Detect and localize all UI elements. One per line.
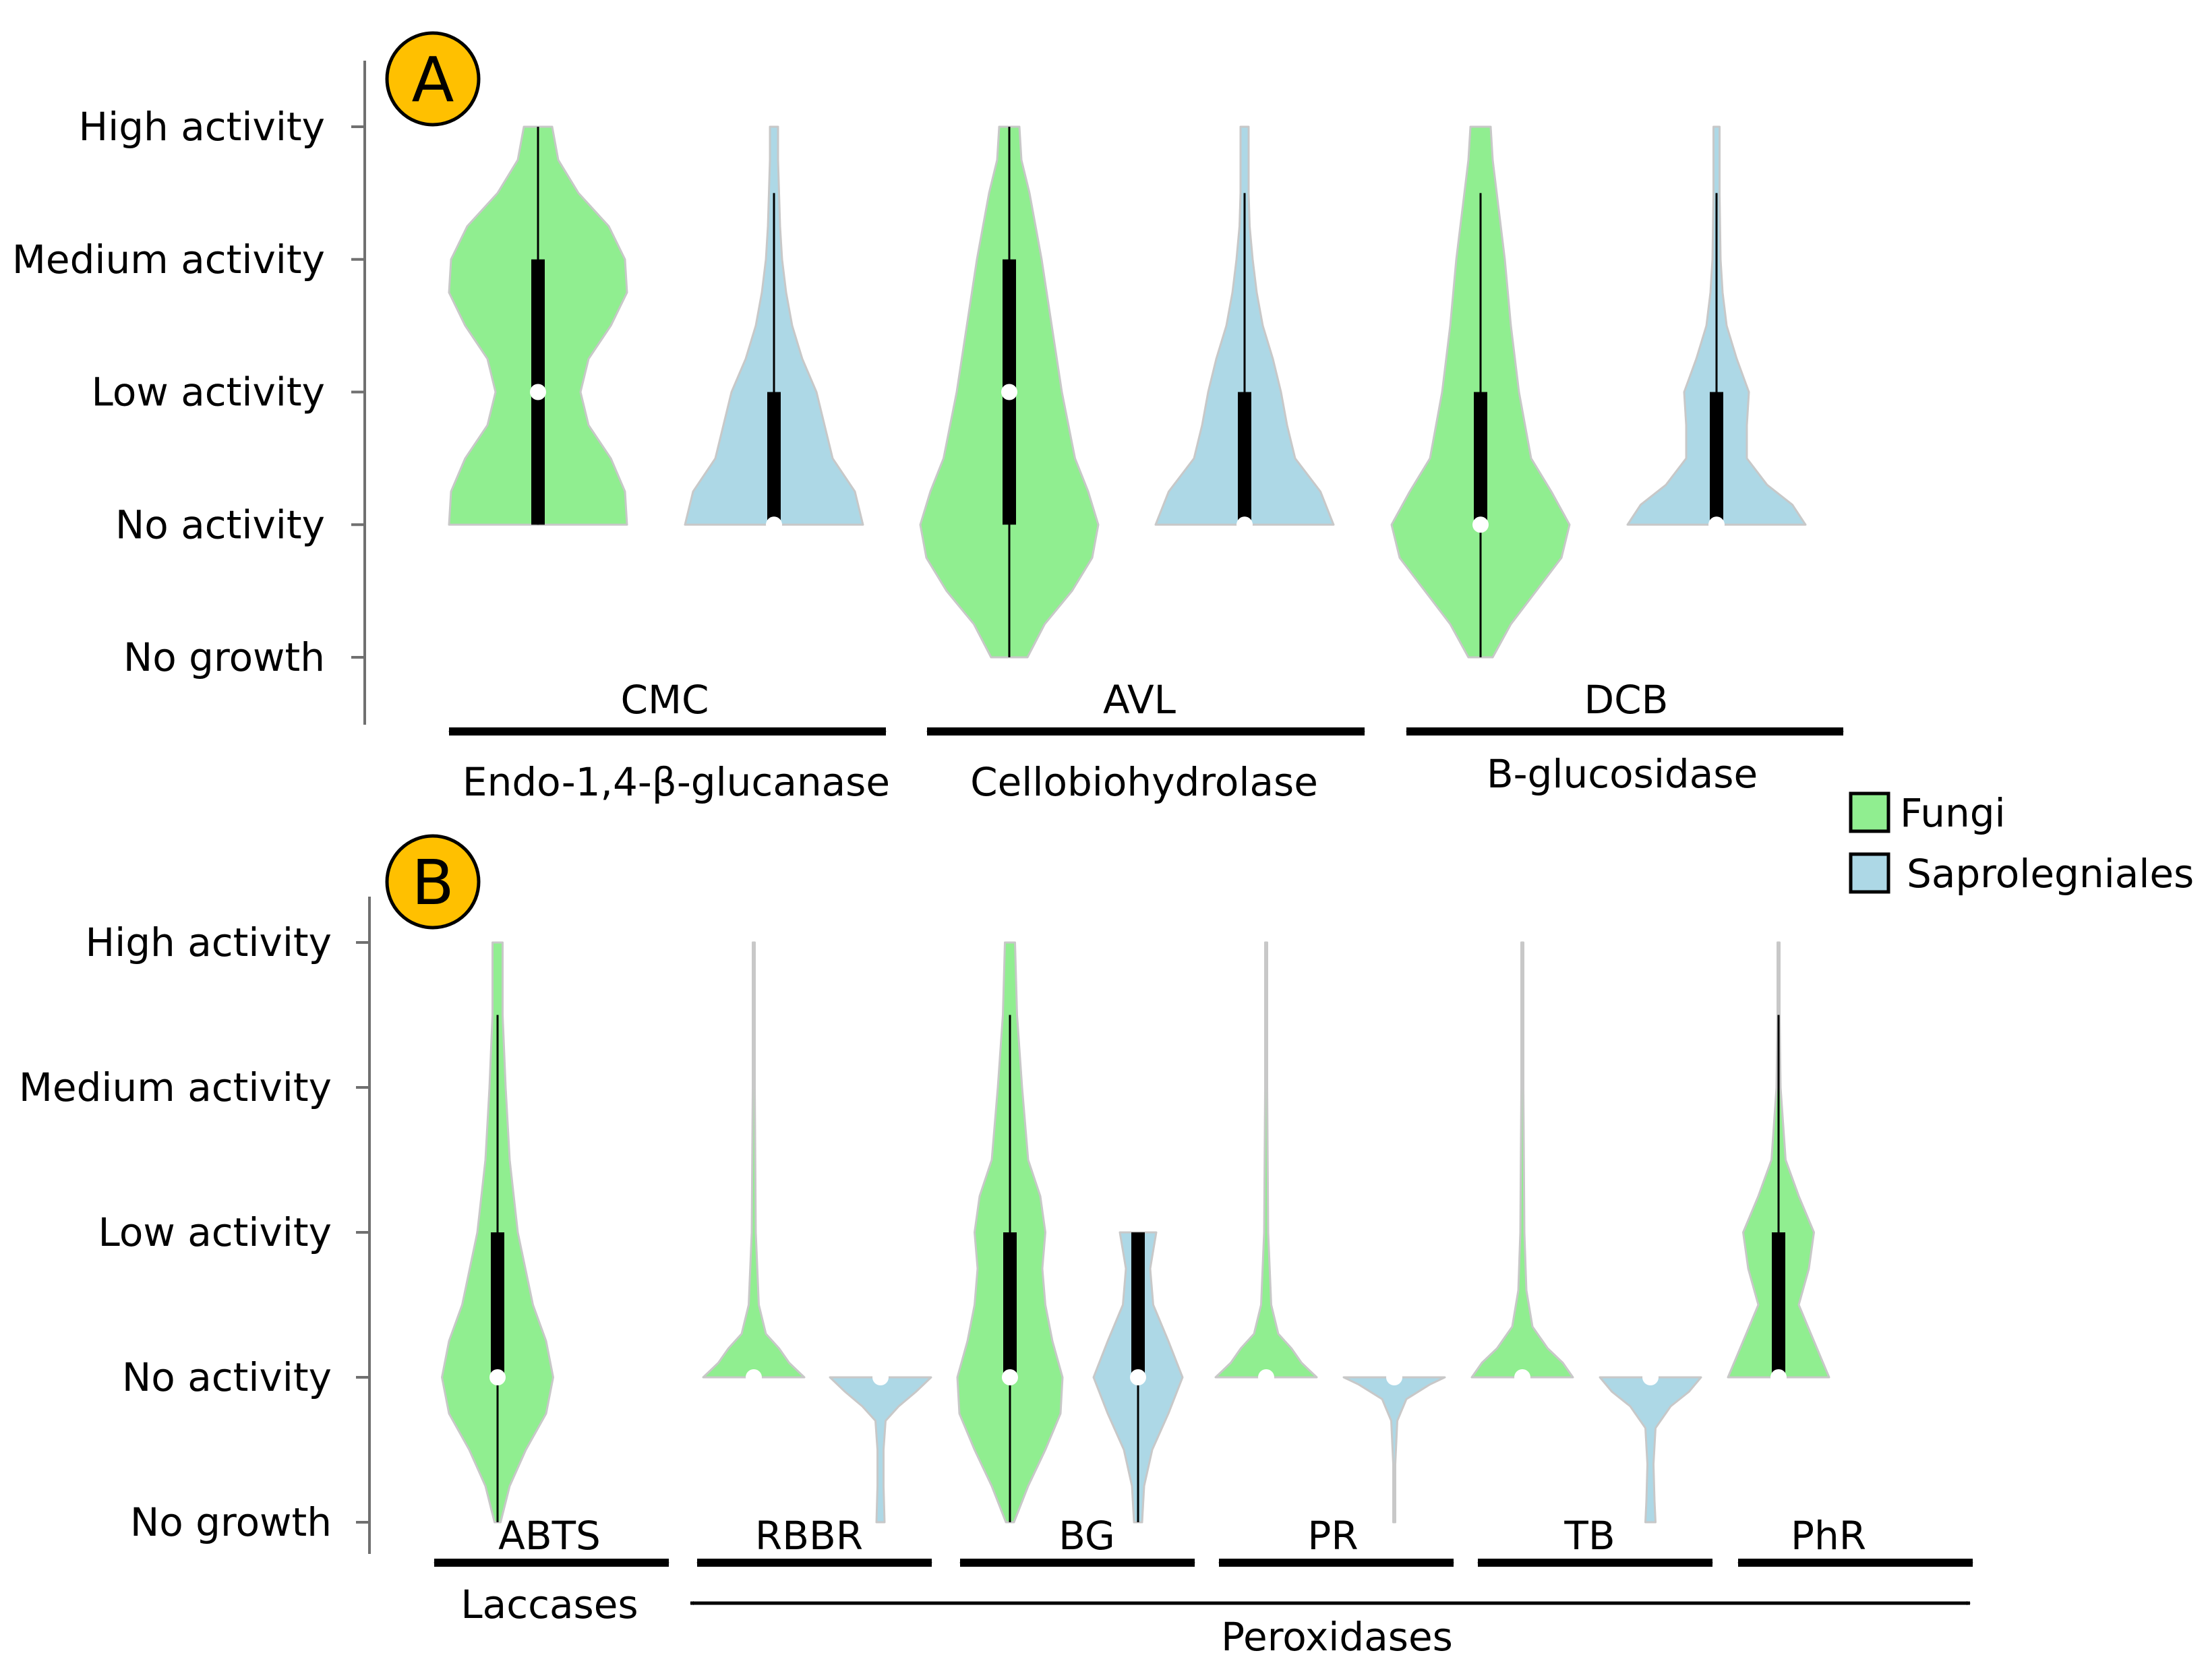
panel-a-tick-label: Medium activity <box>12 237 325 282</box>
panel-a-letter: A <box>412 44 454 116</box>
substrate-label-dcb: DCB <box>1584 677 1669 723</box>
violin-avl-fungi <box>919 125 1100 659</box>
panel-a-tick-label: Low activity <box>92 369 325 415</box>
panel-b-arrows <box>434 1559 1973 1605</box>
violin-tb-saprolegniales <box>1599 1369 1702 1524</box>
violin-median-dot <box>1642 1369 1659 1385</box>
violin-median-dot <box>1130 1369 1146 1385</box>
violin-iqr-box <box>1772 1232 1785 1377</box>
violin-median-dot <box>1708 516 1725 533</box>
violin-body <box>1214 941 1318 1379</box>
violin-median-dot <box>1258 1369 1274 1385</box>
violin-tb-fungi <box>1470 941 1574 1385</box>
violin-median-dot <box>1514 1369 1530 1385</box>
violin-iqr-box <box>1710 392 1723 525</box>
violin-median-dot <box>1236 516 1253 533</box>
violin-pr-fungi <box>1214 941 1318 1385</box>
violin-avl-saprolegniales <box>1154 125 1335 533</box>
substrate-label-cmc: CMC <box>620 677 709 723</box>
violin-body <box>1470 941 1574 1379</box>
legend-swatch-fungi <box>1849 791 1890 833</box>
violin-median-dot <box>1472 516 1489 533</box>
panel-b: B No growth No activity Low activity Med… <box>19 834 1973 1660</box>
legend-label-fungi: Fungi <box>1900 790 2006 836</box>
violin-body <box>829 1376 932 1524</box>
substrate-label-bg: BG <box>1059 1513 1115 1559</box>
enzyme-label-endo-glucanase: Endo-1,4-β-glucanase <box>463 759 890 805</box>
panel-a-tick-label: No activity <box>115 502 325 547</box>
panel-b-y-ticks <box>356 941 369 1524</box>
violin-median-dot <box>872 1369 889 1385</box>
panel-b-tick-label: No growth <box>130 1499 332 1545</box>
panel-a-tick-label: No growth <box>123 634 325 680</box>
violin-bg-saprolegniales <box>1092 1231 1184 1524</box>
violin-phr-fungi <box>1727 941 1830 1385</box>
panel-a: A No growth No activity Low activity Med… <box>12 31 1844 805</box>
violin-bg-fungi <box>956 941 1064 1524</box>
enzyme-label-b-glucosidase: B-glucosidase <box>1487 751 1758 797</box>
substrate-label-pr: PR <box>1307 1513 1358 1559</box>
substrate-label-rbbr: RBBR <box>755 1513 863 1559</box>
substrate-label-phr: PhR <box>1791 1513 1866 1559</box>
substrate-label-abts: ABTS <box>498 1513 601 1559</box>
violin-median-dot <box>766 516 782 533</box>
panel-a-y-ticks <box>351 125 365 659</box>
panel-a-violins <box>448 125 1807 659</box>
legend-label-saprolegniales: Saprolegniales <box>1907 851 2194 897</box>
violin-cmc-fungi <box>448 125 628 526</box>
enzyme-label-peroxidases: Peroxidases <box>1221 1614 1453 1660</box>
violin-median-dot <box>1002 1369 1018 1385</box>
violin-iqr-box <box>1474 392 1487 525</box>
violin-body <box>1342 1376 1446 1524</box>
violin-rbbr-saprolegniales <box>829 1369 932 1524</box>
violin-body <box>1599 1376 1702 1524</box>
violin-median-dot <box>489 1369 506 1385</box>
violin-cmc-saprolegniales <box>684 125 864 533</box>
panel-a-y-tick-labels: No growth No activity Low activity Mediu… <box>12 104 325 680</box>
violin-abts-fungi <box>441 941 554 1524</box>
panel-b-tick-label: No activity <box>122 1354 332 1400</box>
legend-swatch-saprolegniales <box>1849 852 1890 894</box>
violin-median-dot <box>1386 1369 1402 1385</box>
panel-a-tick-label: High activity <box>78 104 325 150</box>
panel-b-tick-label: Medium activity <box>19 1064 332 1110</box>
enzyme-label-laccases: Laccases <box>460 1582 638 1627</box>
violin-iqr-box <box>767 392 781 525</box>
panel-b-letter: B <box>411 847 454 919</box>
substrate-label-tb: TB <box>1563 1513 1615 1559</box>
panel-b-tick-label: High activity <box>85 920 332 965</box>
enzyme-label-cellobiohydrolase: Cellobiohydrolase <box>970 759 1318 805</box>
legend: Fungi Saprolegniales <box>1849 790 2194 897</box>
violin-iqr-box <box>491 1232 504 1377</box>
violin-iqr-box <box>1003 1232 1017 1377</box>
violin-rbbr-fungi <box>702 941 806 1385</box>
panel-a-badge <box>385 31 481 127</box>
violin-median-dot <box>1001 384 1017 400</box>
violin-median-dot <box>530 384 546 400</box>
panel-b-tick-label: Low activity <box>98 1209 332 1255</box>
violin-iqr-box <box>1238 392 1251 525</box>
violin-median-dot <box>1770 1369 1787 1385</box>
violin-median-dot <box>746 1369 762 1385</box>
panel-b-violins <box>441 941 1830 1524</box>
violin-dcb-fungi <box>1390 125 1571 659</box>
panel-b-badge <box>385 834 481 930</box>
violin-dcb-saprolegniales <box>1626 125 1807 533</box>
violin-pr-saprolegniales <box>1342 1369 1446 1524</box>
violin-body <box>702 941 806 1379</box>
substrate-label-avl: AVL <box>1103 677 1176 723</box>
violin-iqr-box <box>1131 1232 1145 1377</box>
panel-b-y-tick-labels: No growth No activity Low activity Mediu… <box>19 920 332 1545</box>
